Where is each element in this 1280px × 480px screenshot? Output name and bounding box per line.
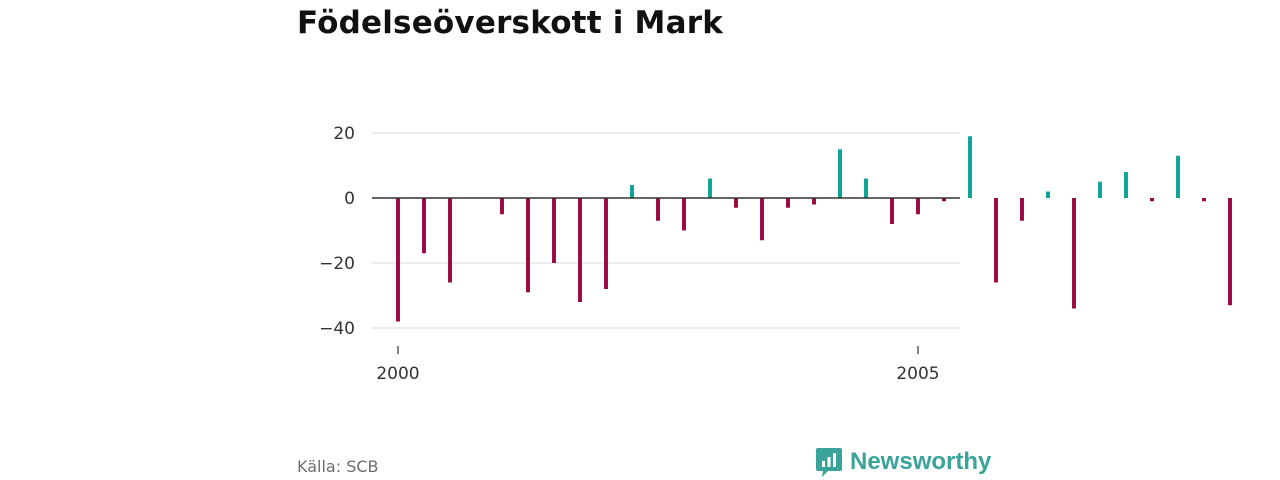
bar: [656, 198, 660, 221]
bar: [864, 178, 868, 198]
y-tick-label: −40: [319, 319, 355, 339]
bar: [1202, 198, 1206, 202]
bar: [604, 198, 608, 289]
y-tick-label: −20: [319, 254, 355, 274]
bar: [760, 198, 764, 241]
bar: [1150, 198, 1154, 202]
brand-name: Newsworthy: [850, 448, 992, 475]
bar: [682, 198, 686, 231]
brand-logo[interactable]: Newsworthy: [815, 446, 991, 478]
bar: [786, 198, 790, 208]
bar: [942, 198, 946, 202]
bar: [734, 198, 738, 208]
bar: [396, 198, 400, 322]
bar: [1098, 181, 1102, 198]
x-axis: 200020052010201520202025: [376, 346, 940, 384]
y-tick-label: 0: [344, 189, 355, 209]
bar: [1176, 155, 1180, 198]
x-tick-label: 2000: [376, 364, 419, 384]
x-tick-label: 2005: [896, 364, 939, 384]
bar: [1072, 198, 1076, 309]
bar: [968, 136, 972, 198]
bar: [890, 198, 894, 224]
y-axis-labels: 20 0 −20 −40: [319, 124, 355, 339]
bar: [1228, 198, 1232, 306]
bar: [448, 198, 452, 283]
bar: [1020, 198, 1024, 221]
bar-chart: 200−20−40 200020052010201520202025: [319, 124, 1232, 384]
bar: [994, 198, 998, 283]
bar: [1046, 191, 1050, 198]
bar: [1124, 172, 1128, 198]
y-tick-label: 20: [333, 124, 355, 144]
bar: [526, 198, 530, 293]
bar: [630, 185, 634, 198]
newsworthy-logo-icon: [816, 448, 842, 477]
source-label: Källa: SCB: [297, 457, 379, 476]
chart-title: Födelseöverskott i Mark: [297, 5, 724, 41]
bar: [838, 149, 842, 198]
bar: [422, 198, 426, 254]
gridlines: [372, 132, 960, 329]
bar: [552, 198, 556, 263]
bar: [812, 198, 816, 205]
bar: [578, 198, 582, 302]
bar-series: [396, 136, 1232, 322]
bar: [708, 178, 712, 198]
bar: [500, 198, 504, 215]
bar: [916, 198, 920, 215]
